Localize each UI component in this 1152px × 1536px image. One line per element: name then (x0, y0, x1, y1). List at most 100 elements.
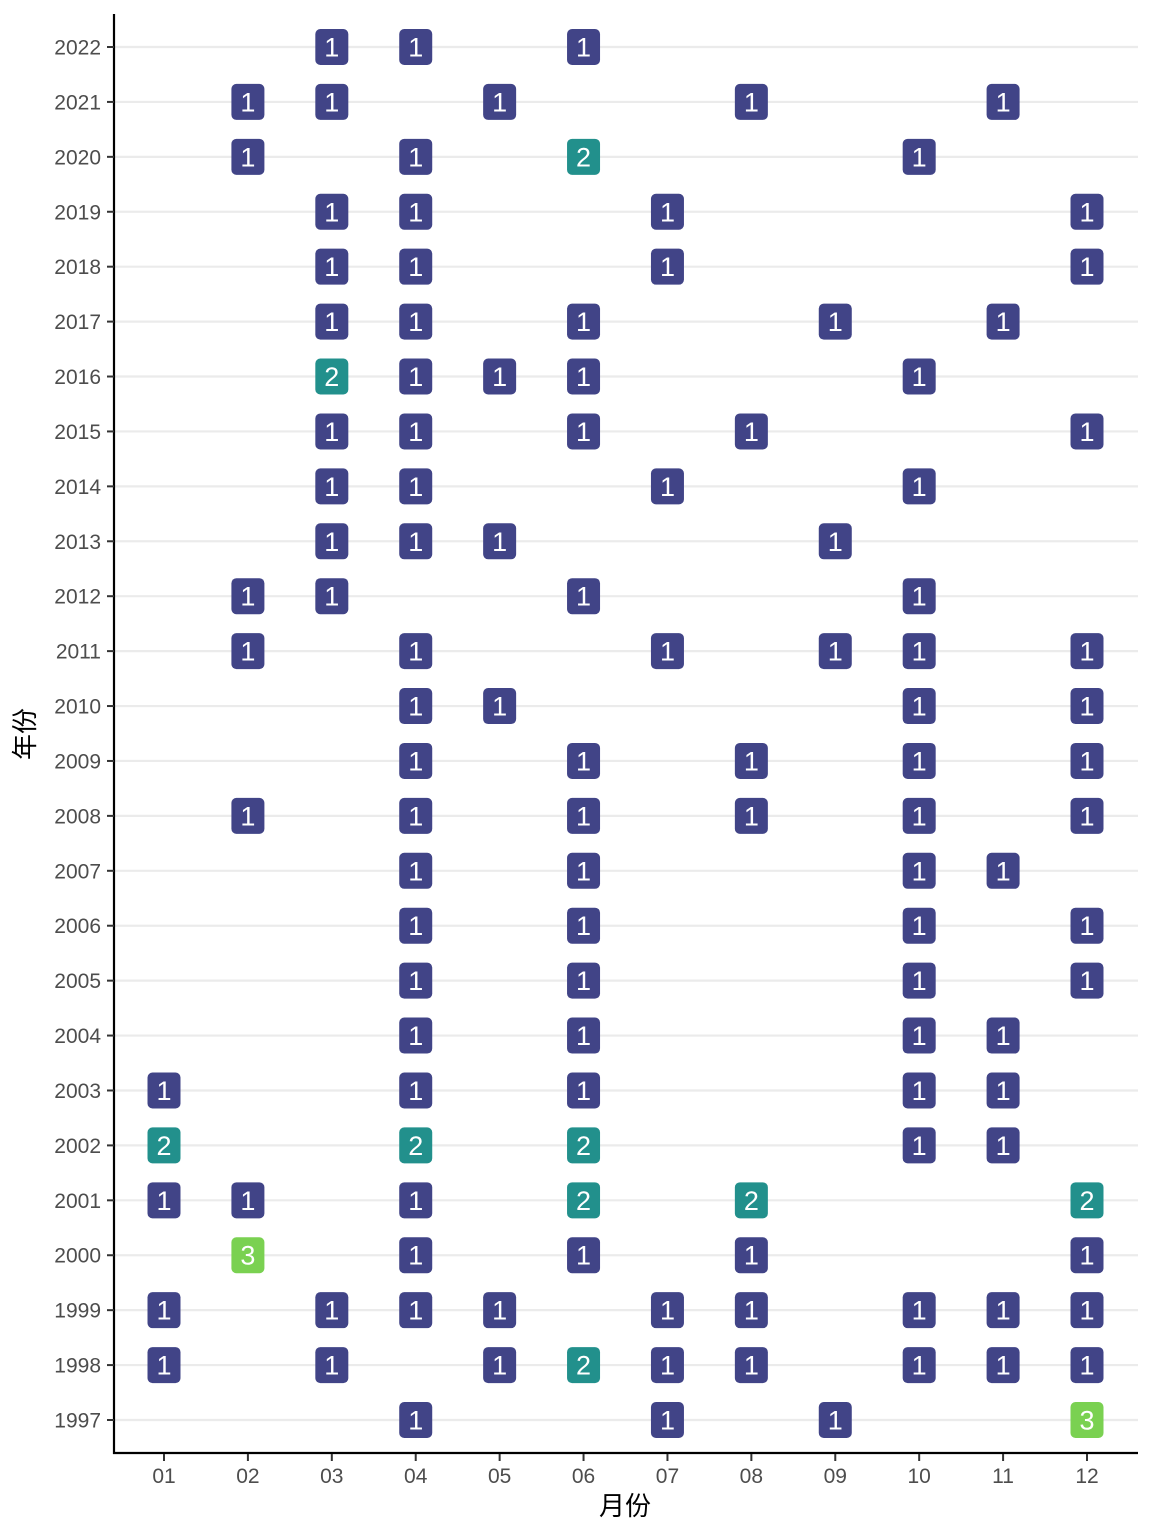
cell-box (902, 578, 936, 615)
cell-box (986, 1017, 1020, 1054)
cell-box (902, 907, 936, 944)
heatmap-cell: 1 (399, 523, 433, 560)
heatmap-cell: 1 (315, 29, 349, 65)
cell-box (902, 468, 936, 505)
heatmap-cell: 1 (902, 358, 936, 395)
cell-value-label: 1 (1079, 417, 1094, 447)
cell-box (1070, 1347, 1104, 1384)
cell-value-label: 1 (240, 637, 255, 667)
heatmap-cell: 1 (399, 1072, 433, 1109)
cell-box (399, 413, 433, 450)
cell-value-label: 1 (408, 362, 423, 392)
cell-value-label: 1 (156, 1186, 171, 1216)
heatmap-cell: 1 (818, 303, 852, 340)
y-tick-label-2001: 2001 (54, 1190, 101, 1213)
cell-value-label: 1 (408, 472, 423, 502)
cell-box (1070, 1182, 1104, 1219)
cell-box (986, 1347, 1020, 1384)
heatmap-cell: 1 (986, 852, 1020, 889)
x-axis-ticks: 01 02 03 04 05 06 07 08 09 10 11 12 (152, 1454, 1099, 1488)
heatmap-cell: 1 (399, 29, 433, 65)
heatmap-cell: 1 (567, 797, 601, 834)
cell-value-label: 1 (744, 801, 759, 831)
heatmap-cell: 1 (902, 1072, 936, 1109)
cell-box (399, 1017, 433, 1054)
cell-value-label: 2 (576, 1186, 591, 1216)
y-tick-label-2015: 2015 (54, 421, 101, 444)
cell-box (902, 688, 936, 725)
cell-value-label: 3 (1079, 1406, 1094, 1436)
cell-value-label: 1 (912, 582, 927, 612)
cell-box (399, 1292, 433, 1329)
cell-box (734, 413, 768, 450)
cell-box (399, 633, 433, 670)
y-tick-label-2018: 2018 (54, 256, 101, 279)
cell-box (902, 962, 936, 999)
heatmap-cell: 1 (567, 29, 601, 65)
cell-box (986, 852, 1020, 889)
cell-value-label: 1 (912, 1296, 927, 1326)
cell-value-label: 1 (576, 362, 591, 392)
cell-value-label: 1 (408, 637, 423, 667)
cell-value-label: 1 (408, 417, 423, 447)
cell-box (315, 468, 349, 505)
cell-value-label: 1 (492, 1296, 507, 1326)
cell-box (315, 303, 349, 340)
heatmap-cell: 1 (1070, 193, 1104, 230)
cell-value-label: 1 (996, 87, 1011, 117)
x-tick-label-07: 07 (656, 1465, 679, 1488)
y-tick-label-2007: 2007 (54, 860, 101, 883)
heatmap-cell: 1 (315, 468, 349, 505)
heatmap-cell: 1 (399, 1402, 433, 1438)
heatmap-cell: 1 (734, 413, 768, 450)
cell-box (650, 1402, 684, 1438)
cell-box (315, 248, 349, 285)
heatmap-cell: 1 (734, 1347, 768, 1384)
heatmap-cell: 1 (483, 1292, 517, 1329)
heatmap-cell: 1 (986, 303, 1020, 340)
cell-box (986, 83, 1020, 120)
cell-value-label: 1 (912, 142, 927, 172)
cell-box (567, 1072, 601, 1109)
y-tick-label-2016: 2016 (54, 366, 101, 389)
heatmap-cell: 1 (399, 633, 433, 670)
heatmap-cell: 1 (567, 413, 601, 450)
cell-value-label: 1 (576, 801, 591, 831)
heatmap-cell: 2 (315, 358, 349, 395)
y-tick-label-2022: 2022 (54, 37, 101, 60)
cell-value-label: 1 (1079, 966, 1094, 996)
y-axis-ticks: 1997 1998 1999 2000 2001 2002 2003 2004 2005 2006… (54, 37, 114, 1433)
cell-value-label: 1 (744, 1296, 759, 1326)
heatmap-cell: 1 (399, 688, 433, 725)
cell-box (567, 413, 601, 450)
heatmap-cell: 1 (650, 193, 684, 230)
gridlines (115, 45, 1138, 1422)
cell-box (399, 1237, 433, 1274)
heatmap-cell: 1 (986, 1072, 1020, 1109)
heatmap-cell: 1 (399, 138, 433, 175)
heatmap-cell: 1 (734, 742, 768, 779)
heatmap-cell: 1 (1070, 413, 1104, 450)
cell-value-label: 3 (240, 1241, 255, 1271)
cell-value-label: 1 (912, 801, 927, 831)
cell-box (399, 468, 433, 505)
cell-box (231, 83, 265, 120)
cell-value-label: 1 (324, 1296, 339, 1326)
cell-box (902, 742, 936, 779)
heatmap-cell: 1 (1070, 688, 1104, 725)
y-tick-label-2013: 2013 (54, 531, 101, 554)
heatmap-cell: 1 (1070, 907, 1104, 944)
y-tick-label-2019: 2019 (54, 201, 101, 224)
heatmap-cell: 1 (650, 1347, 684, 1384)
cell-box (1070, 193, 1104, 230)
cell-box (986, 1292, 1020, 1329)
cell-box (650, 468, 684, 505)
cell-value-label: 1 (408, 197, 423, 227)
heatmap-cell: 1 (147, 1347, 181, 1384)
heatmap-cell: 1 (567, 962, 601, 999)
heatmap-cell: 1 (902, 962, 936, 999)
cell-value-label: 1 (660, 1351, 675, 1381)
cell-value-label: 2 (1079, 1186, 1094, 1216)
cell-value-label: 1 (828, 527, 843, 557)
cell-box (315, 358, 349, 395)
